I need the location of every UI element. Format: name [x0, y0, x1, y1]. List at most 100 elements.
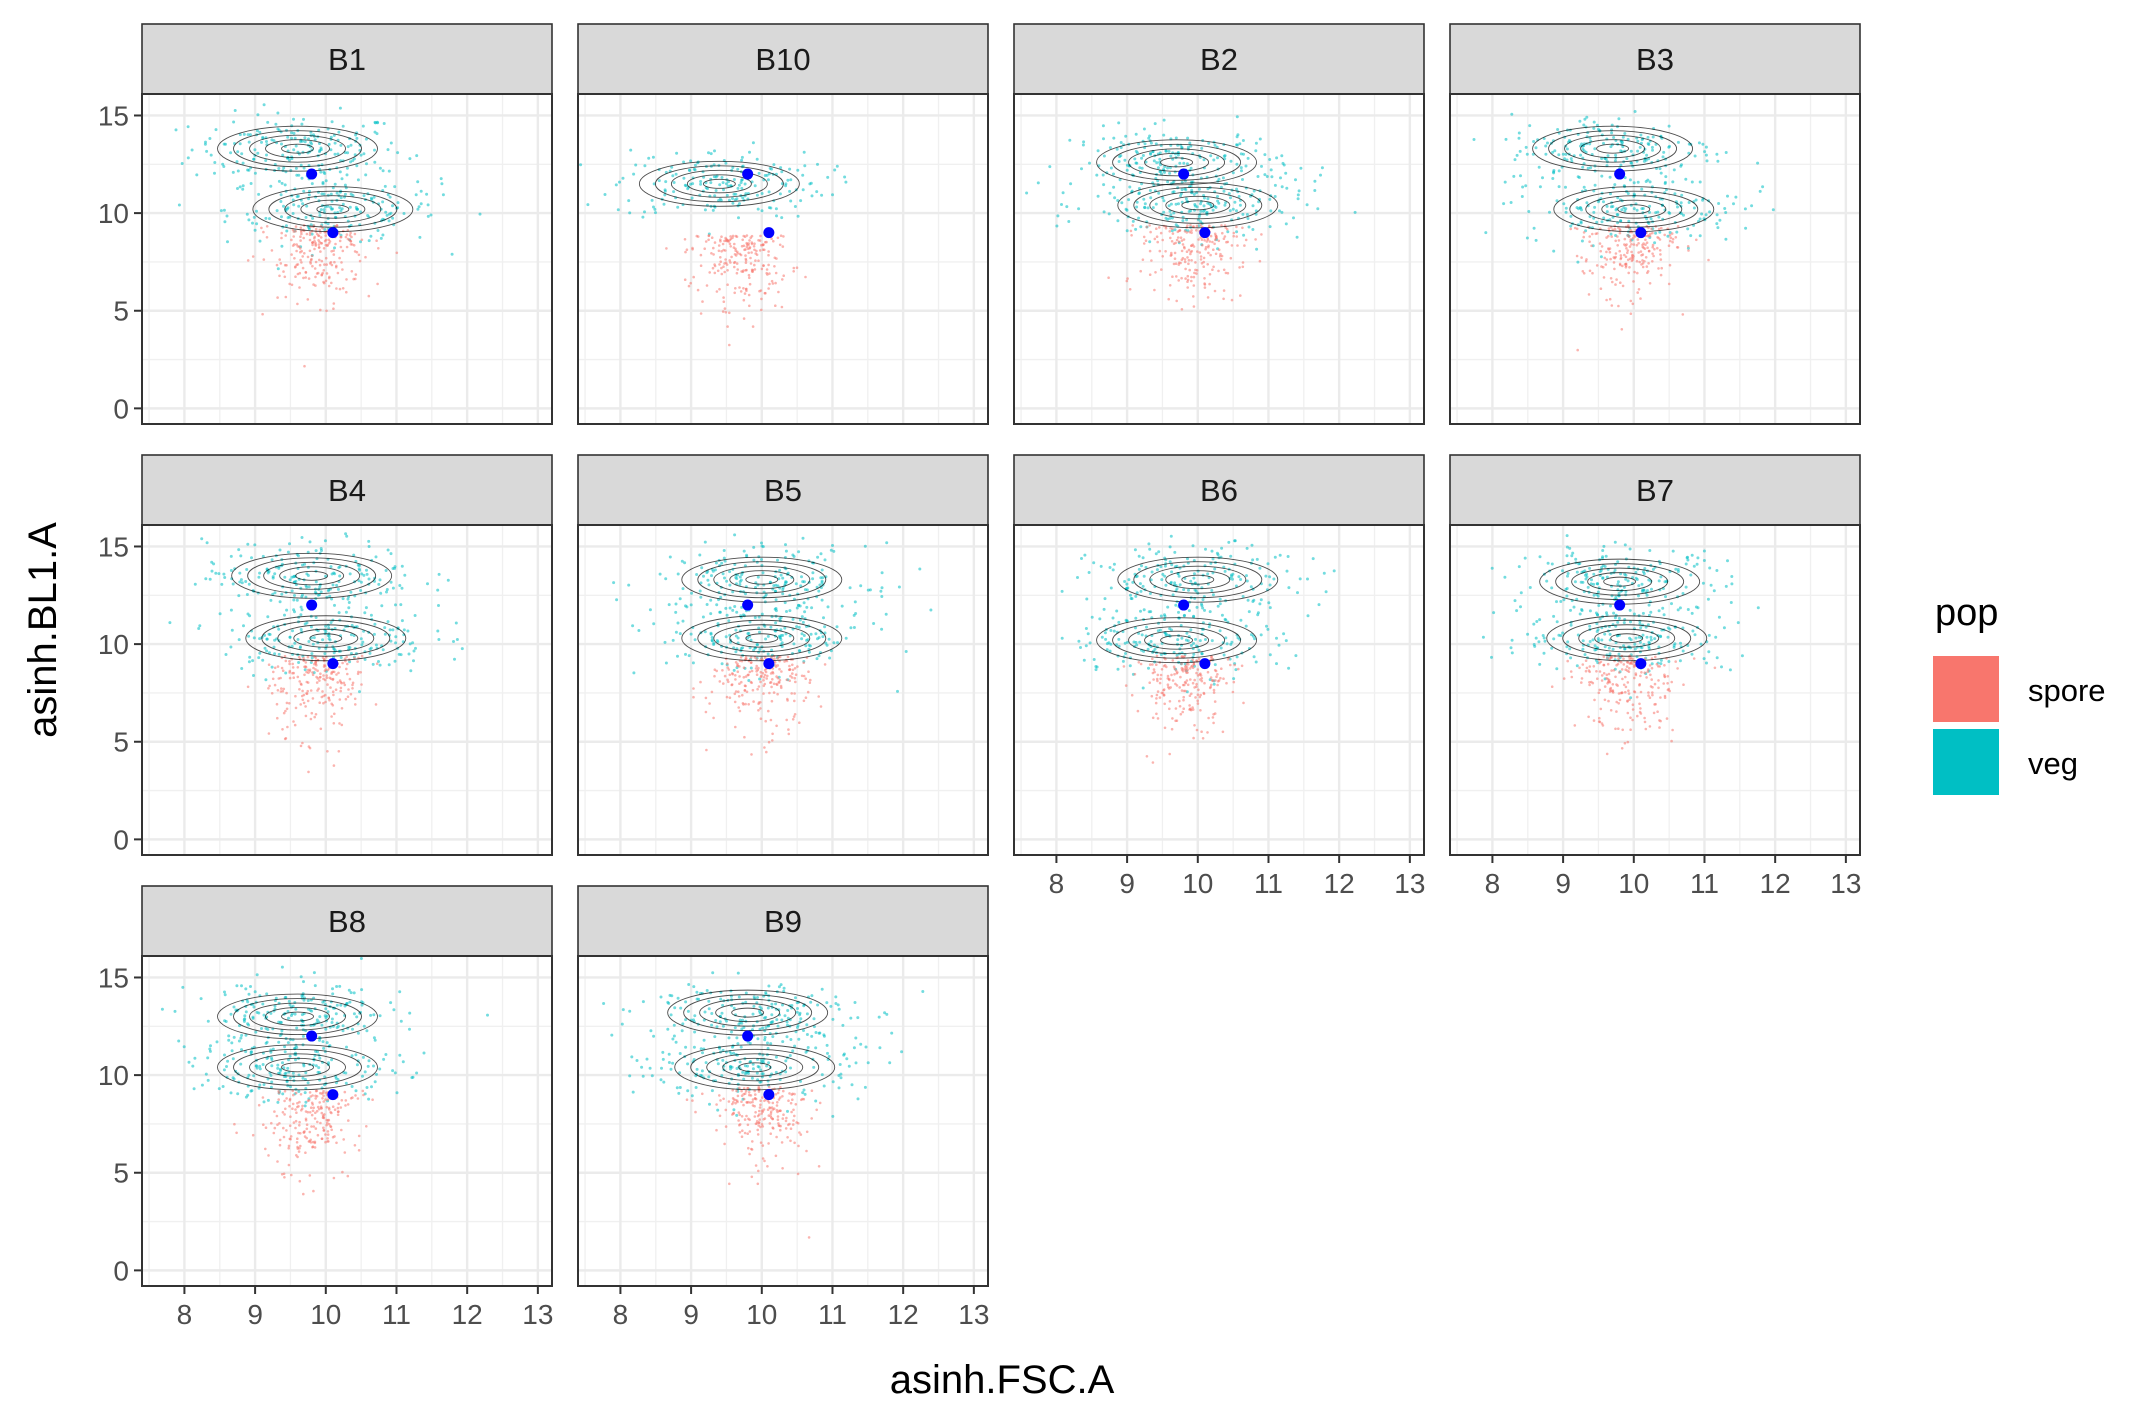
veg-point: [1181, 219, 1185, 223]
spore-point: [1643, 671, 1646, 674]
veg-point: [756, 207, 760, 211]
veg-point: [1632, 181, 1636, 185]
veg-point: [305, 621, 309, 625]
veg-point: [1141, 154, 1145, 157]
veg-point: [1593, 183, 1597, 187]
spore-point: [701, 300, 704, 303]
veg-point: [384, 569, 388, 572]
veg-point: [299, 628, 303, 631]
spore-point: [1174, 669, 1178, 672]
veg-point: [1230, 575, 1234, 578]
veg-point: [269, 184, 273, 188]
veg-point: [1141, 584, 1145, 588]
veg-point: [1623, 176, 1627, 180]
veg-point: [1676, 608, 1680, 612]
veg-point: [1569, 608, 1572, 612]
veg-point: [290, 589, 294, 593]
veg-point: [290, 131, 294, 135]
spore-point: [1621, 728, 1624, 732]
spore-point: [1179, 675, 1182, 679]
veg-point: [344, 610, 348, 614]
spore-point: [1188, 230, 1191, 234]
veg-point: [1758, 189, 1762, 193]
spore-point: [761, 671, 765, 675]
spore-point: [1611, 280, 1614, 284]
veg-point: [1244, 164, 1248, 168]
spore-point: [1620, 747, 1624, 750]
spore-point: [331, 670, 335, 674]
spore-point: [757, 702, 760, 706]
veg-point: [1629, 149, 1633, 153]
veg-point: [369, 234, 373, 238]
spore-point: [270, 249, 274, 252]
veg-point: [1112, 136, 1116, 140]
veg-point: [453, 657, 456, 661]
veg-point: [1178, 583, 1182, 587]
veg-point: [307, 137, 310, 141]
density-contour: [713, 624, 811, 653]
veg-point: [1195, 205, 1199, 209]
veg-point: [452, 640, 455, 643]
spore-point: [1658, 726, 1661, 729]
veg-point: [357, 579, 361, 583]
density-contour: [1096, 139, 1258, 186]
veg-point: [400, 619, 404, 623]
veg-point: [1202, 158, 1206, 162]
veg-point: [1092, 658, 1096, 661]
spore-point: [288, 671, 291, 674]
veg-point: [231, 582, 235, 586]
veg-point: [367, 239, 371, 243]
veg-point: [288, 542, 291, 546]
veg-point: [1116, 667, 1120, 671]
veg-point: [338, 106, 342, 110]
spore-point: [719, 260, 722, 264]
spore-point: [1139, 269, 1142, 273]
veg-point: [307, 227, 311, 231]
veg-point: [1633, 647, 1637, 651]
spore-point: [722, 248, 725, 252]
spore-point: [1645, 241, 1649, 244]
spore-point: [713, 271, 717, 275]
spore-point: [819, 705, 823, 708]
veg-point: [615, 598, 619, 602]
spore-point: [284, 659, 288, 663]
spore-point: [339, 686, 343, 690]
veg-point: [1593, 147, 1597, 151]
spore-point: [1208, 273, 1212, 276]
veg-point: [255, 209, 258, 213]
spore-point: [294, 706, 298, 710]
veg-point: [761, 545, 765, 549]
veg-point: [1305, 203, 1309, 207]
spore-point: [755, 664, 758, 668]
spore-point: [1198, 695, 1202, 699]
veg-point: [412, 649, 416, 653]
spore-point: [685, 248, 689, 251]
spore-point: [1600, 674, 1604, 677]
spore-point: [1214, 252, 1218, 256]
veg-point: [1269, 168, 1273, 172]
veg-point: [1192, 192, 1196, 196]
density-contour: [1532, 125, 1694, 172]
veg-point: [412, 659, 415, 663]
veg-point: [190, 148, 194, 152]
veg-point: [740, 186, 744, 190]
veg-point: [713, 149, 716, 153]
veg-point: [1609, 192, 1612, 196]
veg-point: [363, 658, 367, 661]
spore-point: [780, 670, 783, 673]
veg-point: [749, 638, 753, 642]
veg-point: [1662, 613, 1666, 617]
veg-point: [1597, 604, 1601, 607]
veg-point: [1699, 642, 1703, 646]
veg-point: [1676, 205, 1679, 209]
spore-point: [1188, 694, 1192, 697]
veg-point: [1580, 239, 1584, 243]
spore-point: [777, 681, 780, 684]
x-tick-label: 12: [1324, 868, 1355, 899]
veg-point: [1596, 590, 1600, 594]
veg-point: [1653, 241, 1657, 245]
veg-point: [339, 196, 343, 200]
veg-point: [709, 632, 713, 636]
veg-point: [286, 135, 290, 139]
spore-point: [747, 293, 751, 297]
